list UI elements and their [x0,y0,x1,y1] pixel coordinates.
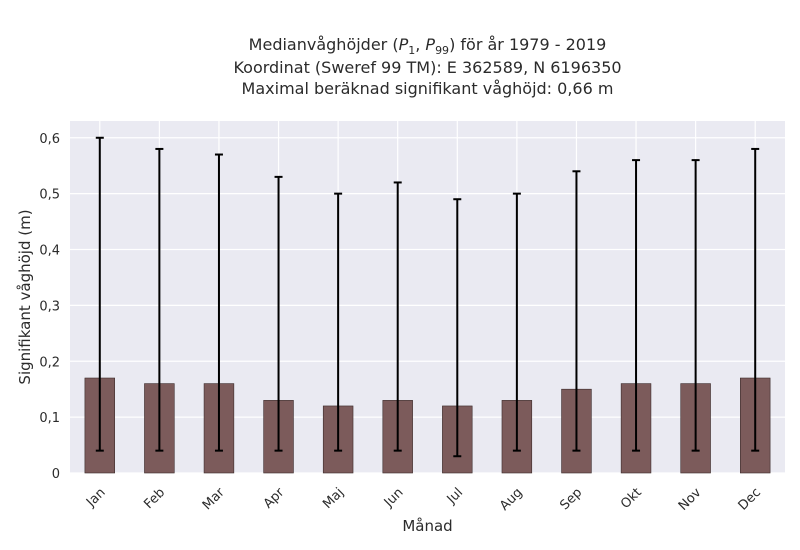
x-tick-label: Okt [618,485,645,512]
x-tick-label: Aug [497,485,526,514]
x-tick-label: Jan [83,485,108,510]
chart-title-line-1: Medianvåghöjder (P1, P99) för år 1979 - … [70,35,785,57]
plot-background [70,121,785,473]
y-axis-label: Signifikant våghöjd (m) [16,209,34,384]
x-tick-label: Nov [676,485,705,514]
title-p99-sub: 99 [435,44,450,58]
title-prefix: Medianvåghöjder ( [248,35,399,54]
x-tick-label: Sep [557,485,585,513]
title-suffix: ) för år 1979 - 2019 [449,35,607,54]
x-tick-label: Jul [444,485,466,507]
y-tick-label: 0,4 [39,244,60,259]
title-comma: , [415,35,426,54]
y-tick-label: 0 [52,467,60,482]
y-tick-label: 0,5 [39,188,60,203]
y-tick-label: 0,6 [39,132,60,147]
x-tick-label: Jun [381,485,407,511]
title-p99: P [425,35,436,54]
title-p1: P [398,35,409,54]
title-p1-sub: 1 [408,44,416,58]
x-axis-label: Månad [402,517,452,535]
y-tick-label: 0,3 [39,299,60,314]
y-tick-label: 0,1 [39,411,60,426]
x-tick-label: Apr [261,485,288,512]
chart-title-line-3: Maximal beräknad signifikant våghöjd: 0,… [241,79,614,98]
y-tick-label: 0,2 [39,355,60,370]
chart-title-line-2: Koordinat (Sweref 99 TM): E 362589, N 61… [233,58,622,77]
x-tick-label: Mar [200,485,228,513]
x-tick-label: Feb [141,485,168,512]
x-tick-label: Maj [320,485,347,512]
x-tick-label: Dec [736,485,764,513]
